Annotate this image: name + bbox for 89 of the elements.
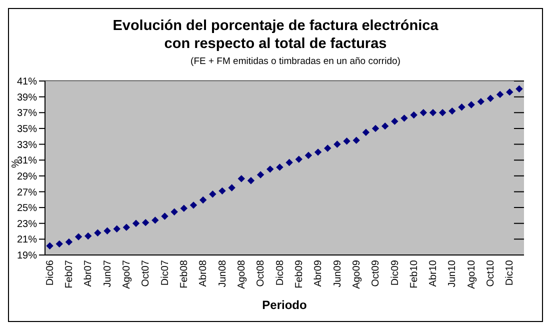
- x-tick-label: Dic08: [274, 260, 286, 286]
- x-tick-label: Jun08: [217, 260, 228, 288]
- point: [122, 224, 130, 231]
- x-tick-label: Abr07: [83, 260, 94, 287]
- point: [506, 88, 514, 96]
- point: [314, 148, 322, 156]
- point: [152, 216, 159, 224]
- point: [343, 138, 350, 145]
- y-tick-label: 33%: [16, 140, 38, 151]
- point: [46, 242, 54, 250]
- y-tick-label: 37%: [16, 108, 38, 120]
- point: [381, 122, 389, 130]
- point: [276, 164, 284, 171]
- x-tick-label: Dic09: [390, 260, 401, 286]
- y-tick-label: 23%: [16, 218, 38, 230]
- chart-title: Evolución del porcentaje de factura electrónica con respecto al total de facturas: [112, 17, 440, 53]
- point: [496, 90, 504, 98]
- point: [209, 190, 216, 198]
- point: [286, 158, 293, 166]
- x-tick-label: Jun09: [332, 260, 344, 288]
- point: [410, 111, 418, 119]
- x-tick-label: Dic10: [504, 260, 516, 286]
- point: [218, 187, 226, 195]
- point: [324, 144, 332, 152]
- y-tick-label: 41%: [16, 76, 38, 88]
- point: [56, 240, 63, 248]
- point: [180, 204, 188, 212]
- point: [113, 225, 120, 232]
- point: [228, 184, 236, 192]
- point: [400, 114, 408, 122]
- point: [448, 107, 456, 115]
- point: [477, 98, 484, 106]
- y-tick-label: 25%: [16, 203, 38, 214]
- point: [516, 85, 523, 93]
- point: [429, 109, 437, 116]
- point: [247, 177, 255, 184]
- x-tick-label: Feb08: [179, 260, 190, 288]
- x-tick-label: Oct08: [256, 260, 267, 287]
- point: [362, 128, 370, 136]
- point: [352, 136, 360, 144]
- point: [486, 94, 494, 102]
- x-tick-label: Feb09: [294, 260, 305, 288]
- x-tick-label: Oct07: [140, 260, 152, 287]
- point: [142, 218, 150, 226]
- y-tick-label: 27%: [16, 187, 38, 198]
- point: [190, 202, 198, 209]
- point: [391, 118, 398, 125]
- x-tick-label: Abr09: [313, 260, 324, 287]
- point: [438, 109, 446, 116]
- point: [170, 208, 178, 216]
- x-tick-label: Jun07: [102, 260, 114, 288]
- x-tick-label: Ago09: [351, 260, 362, 289]
- x-tick-label: Abr08: [198, 260, 210, 287]
- point: [238, 175, 245, 182]
- y-tick-label: 35%: [16, 124, 38, 136]
- point: [74, 233, 82, 240]
- point: [468, 101, 475, 108]
- point: [104, 227, 111, 234]
- point: [372, 124, 380, 132]
- x-tick-label: Abr10: [428, 260, 440, 287]
- point: [420, 109, 428, 116]
- chart-subtitle: (FE + FM emitidas o timbradas en un año corrido): [190, 56, 402, 67]
- x-tick-label: Ago10: [466, 260, 478, 289]
- x-tick-label: Jun10: [447, 260, 458, 288]
- point: [84, 232, 92, 240]
- point: [458, 104, 466, 111]
- x-tick-label: Feb10: [408, 260, 420, 288]
- point: [94, 229, 102, 236]
- y-tick-label: 29%: [16, 171, 38, 182]
- x-tick-label: Ago08: [236, 260, 248, 289]
- point: [295, 156, 302, 163]
- y-tick-label: 21%: [16, 234, 38, 246]
- x-tick-label: Feb07: [64, 260, 76, 288]
- point: [199, 196, 207, 204]
- point: [256, 171, 264, 178]
- x-tick-label: Oct09: [370, 260, 382, 287]
- x-axis-title: Periodo: [262, 298, 307, 312]
- point: [65, 238, 73, 246]
- point: [304, 152, 312, 159]
- point: [334, 140, 341, 148]
- x-tick-label: Dic06: [44, 260, 56, 286]
- point: [266, 166, 274, 173]
- x-tick-label: Ago07: [122, 260, 133, 289]
- point: [161, 212, 168, 220]
- y-tick-label: 39%: [16, 92, 38, 104]
- x-tick-label: Oct10: [486, 260, 497, 287]
- x-tick-label: Dic07: [160, 260, 171, 286]
- y-tick-label: 19%: [16, 250, 38, 262]
- point: [132, 220, 140, 227]
